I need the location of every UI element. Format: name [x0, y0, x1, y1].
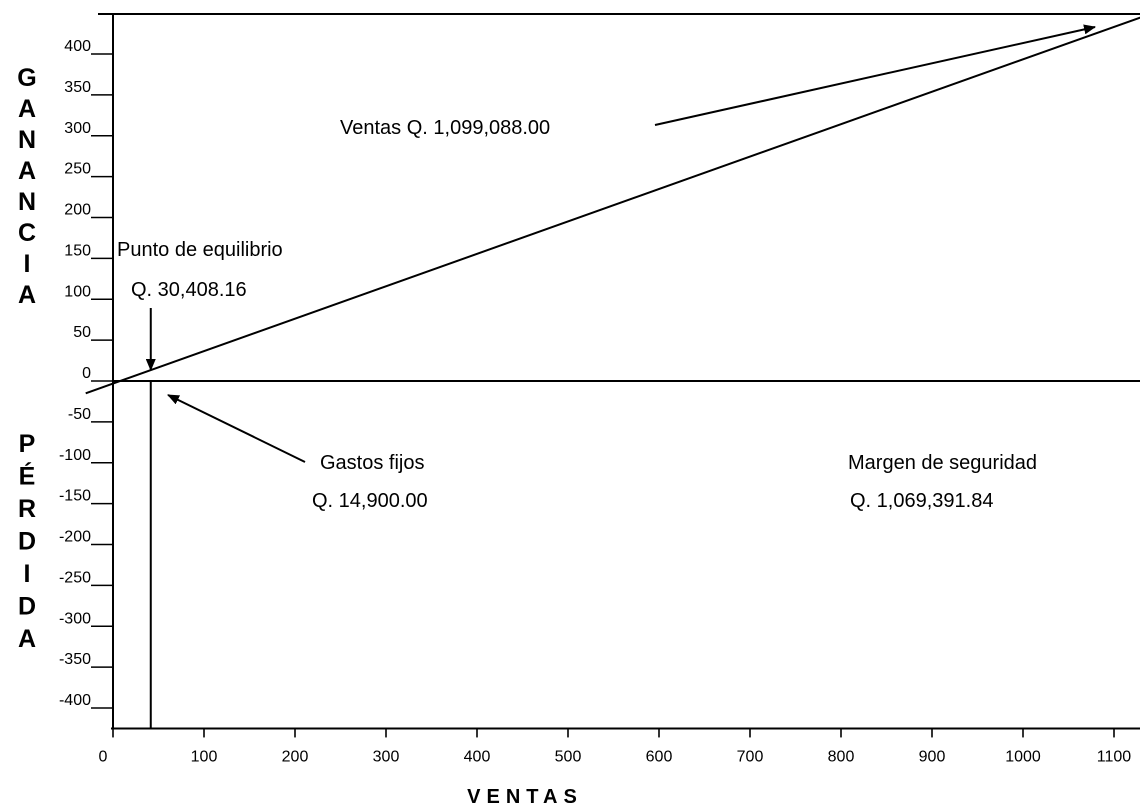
x-tick-label: 600: [646, 748, 673, 765]
y-tick-label: 200: [64, 202, 91, 219]
y-tick-label: 50: [73, 324, 91, 341]
y-tick-label: -100: [59, 447, 91, 464]
margen-seguridad-value: Q. 1,069,391.84: [850, 490, 993, 512]
y-tick-label: 300: [64, 120, 91, 137]
perdida-letter: P: [19, 430, 36, 458]
ganancia-letter: C: [18, 219, 36, 247]
gastos-fijos-arrow: [167, 394, 306, 463]
margen-seguridad-label: Margen de seguridad: [848, 452, 1037, 474]
x-tick-label: 400: [464, 748, 491, 765]
ganancia-letter: A: [18, 281, 36, 309]
ganancia-letter: A: [18, 157, 36, 185]
y-tick-label: 150: [64, 242, 91, 259]
ganancia-letter: A: [18, 95, 36, 123]
y-tick-label: 350: [64, 79, 91, 96]
x-tick-label: 0: [99, 748, 108, 765]
y-tick-label: -300: [59, 610, 91, 627]
y-tick-label: 0: [82, 365, 91, 382]
sales-line: [85, 16, 1140, 395]
x-tick-label: 200: [282, 748, 309, 765]
perdida-letter: R: [18, 495, 36, 523]
perdida-letter: É: [19, 462, 36, 491]
x-tick-label: 900: [919, 748, 946, 765]
punto-equilibrio-label: Punto de equilibrio: [117, 239, 283, 261]
punto-equilibrio-value: Q. 30,408.16: [131, 279, 247, 301]
y-tick-label: 400: [64, 38, 91, 55]
x-tick-label: 300: [373, 748, 400, 765]
gastos-fijos-label: Gastos fijos: [320, 452, 424, 474]
perdida-letter: D: [18, 528, 36, 556]
y-tick-label: -150: [59, 488, 91, 505]
x-tick-label: 800: [828, 748, 855, 765]
y-tick-label: -250: [59, 569, 91, 586]
ganancia-letter: N: [18, 188, 36, 216]
y-tick-label: 250: [64, 161, 91, 178]
ganancia-letter: G: [17, 64, 36, 92]
x-tick-label: 1000: [1005, 748, 1041, 765]
ventas-arrow: [654, 24, 1096, 126]
y-tick-label: 100: [64, 283, 91, 300]
ganancia-letter: I: [24, 250, 31, 278]
y-tick-label: -400: [59, 692, 91, 709]
ventas-annotation: Ventas Q. 1,099,088.00: [340, 117, 550, 139]
x-tick-label: 500: [555, 748, 582, 765]
x-tick-label: 1100: [1097, 748, 1132, 765]
y-tick-label: -350: [59, 651, 91, 668]
y-tick-label: -200: [59, 529, 91, 546]
perdida-letter: A: [18, 625, 36, 653]
gastos-fijos-value: Q. 14,900.00: [312, 490, 428, 512]
x-tick-label: 700: [737, 748, 764, 765]
y-tick-label: -50: [68, 406, 91, 423]
ganancia-letter: N: [18, 126, 36, 154]
x-tick-label: 100: [191, 748, 218, 765]
perdida-letter: D: [18, 593, 36, 621]
perdida-letter: I: [24, 560, 31, 588]
x-axis-label: VENTAS: [467, 786, 583, 805]
